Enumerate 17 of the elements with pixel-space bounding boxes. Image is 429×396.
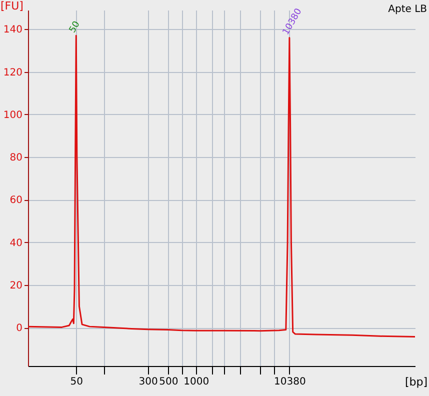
y-tick-label: 60: [10, 195, 22, 206]
y-tick-label: 120: [3, 67, 22, 78]
y-tick-label: 140: [3, 24, 22, 36]
x-tick-label: 50: [70, 376, 83, 388]
y-tick-label: 80: [10, 152, 22, 164]
y-axis-title: [FU]: [0, 0, 24, 12]
y-tick-label: 20: [10, 280, 22, 292]
x-tick-label: 1000: [184, 376, 210, 388]
y-tick-label: 100: [3, 110, 22, 121]
x-axis-title: [bp]: [404, 376, 428, 388]
annotation: 50: [68, 20, 82, 35]
y-tick-label: 40: [10, 238, 22, 249]
chart-title: Apte LB: [388, 4, 428, 15]
x-tick-label: 500: [159, 376, 178, 388]
x-tick-label: 10380: [274, 376, 306, 388]
x-tick-label: 300: [138, 376, 158, 388]
y-tick-label: 0: [16, 323, 22, 334]
